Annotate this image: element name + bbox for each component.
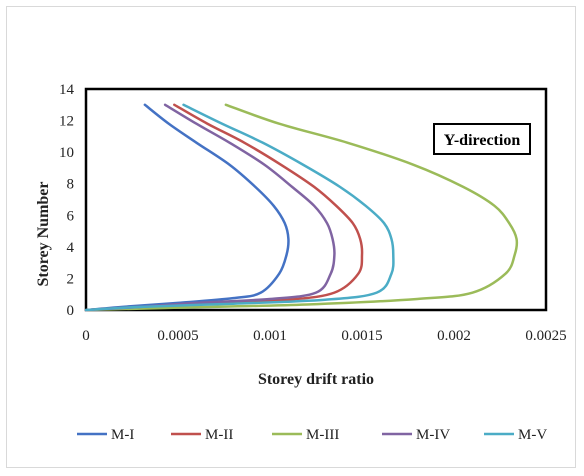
legend-label: M-IV — [416, 427, 450, 443]
x-tick-labels: 0 0.0005 0.001 0.0015 0.002 0.0025 — [82, 328, 566, 344]
annotation-box — [433, 123, 531, 155]
legend: M-I M-II M-III M-IV M-V — [77, 427, 547, 443]
legend-label: M-III — [306, 427, 339, 443]
x-tick-label: 0.001 — [253, 328, 287, 344]
y-tick-label: 0 — [67, 303, 75, 319]
x-tick-label: 0.0005 — [157, 328, 198, 344]
plot-area — [84, 87, 548, 312]
y-tick-labels: 0 2 4 6 8 10 12 14 — [59, 82, 75, 319]
series-lines — [84, 103, 519, 312]
y-tick-label: 4 — [67, 240, 75, 256]
legend-label: M-V — [518, 427, 547, 443]
y-axis-title: Storey Number — [35, 181, 52, 286]
x-tick-label: 0 — [82, 328, 90, 344]
series-line-m-iv — [84, 103, 336, 312]
series-line-m-v — [84, 103, 395, 312]
y-tick-label: 10 — [59, 145, 74, 161]
legend-label: M-II — [205, 427, 233, 443]
x-axis-title: Storey drift ratio — [258, 371, 374, 388]
x-tick-label: 0.0015 — [341, 328, 382, 344]
legend-label: M-I — [111, 427, 134, 443]
y-tick-label: 12 — [59, 114, 74, 130]
annotation-label: Y-direction — [444, 132, 521, 149]
y-tick-label: 8 — [67, 177, 75, 193]
x-tick-label: 0.0025 — [525, 328, 566, 344]
series-line-m-iii — [84, 103, 519, 312]
series-line-m-i — [84, 103, 290, 312]
x-tick-label: 0.002 — [437, 328, 471, 344]
y-tick-label: 2 — [67, 271, 75, 287]
y-tick-label: 6 — [67, 208, 75, 224]
y-tick-label: 14 — [59, 82, 75, 98]
